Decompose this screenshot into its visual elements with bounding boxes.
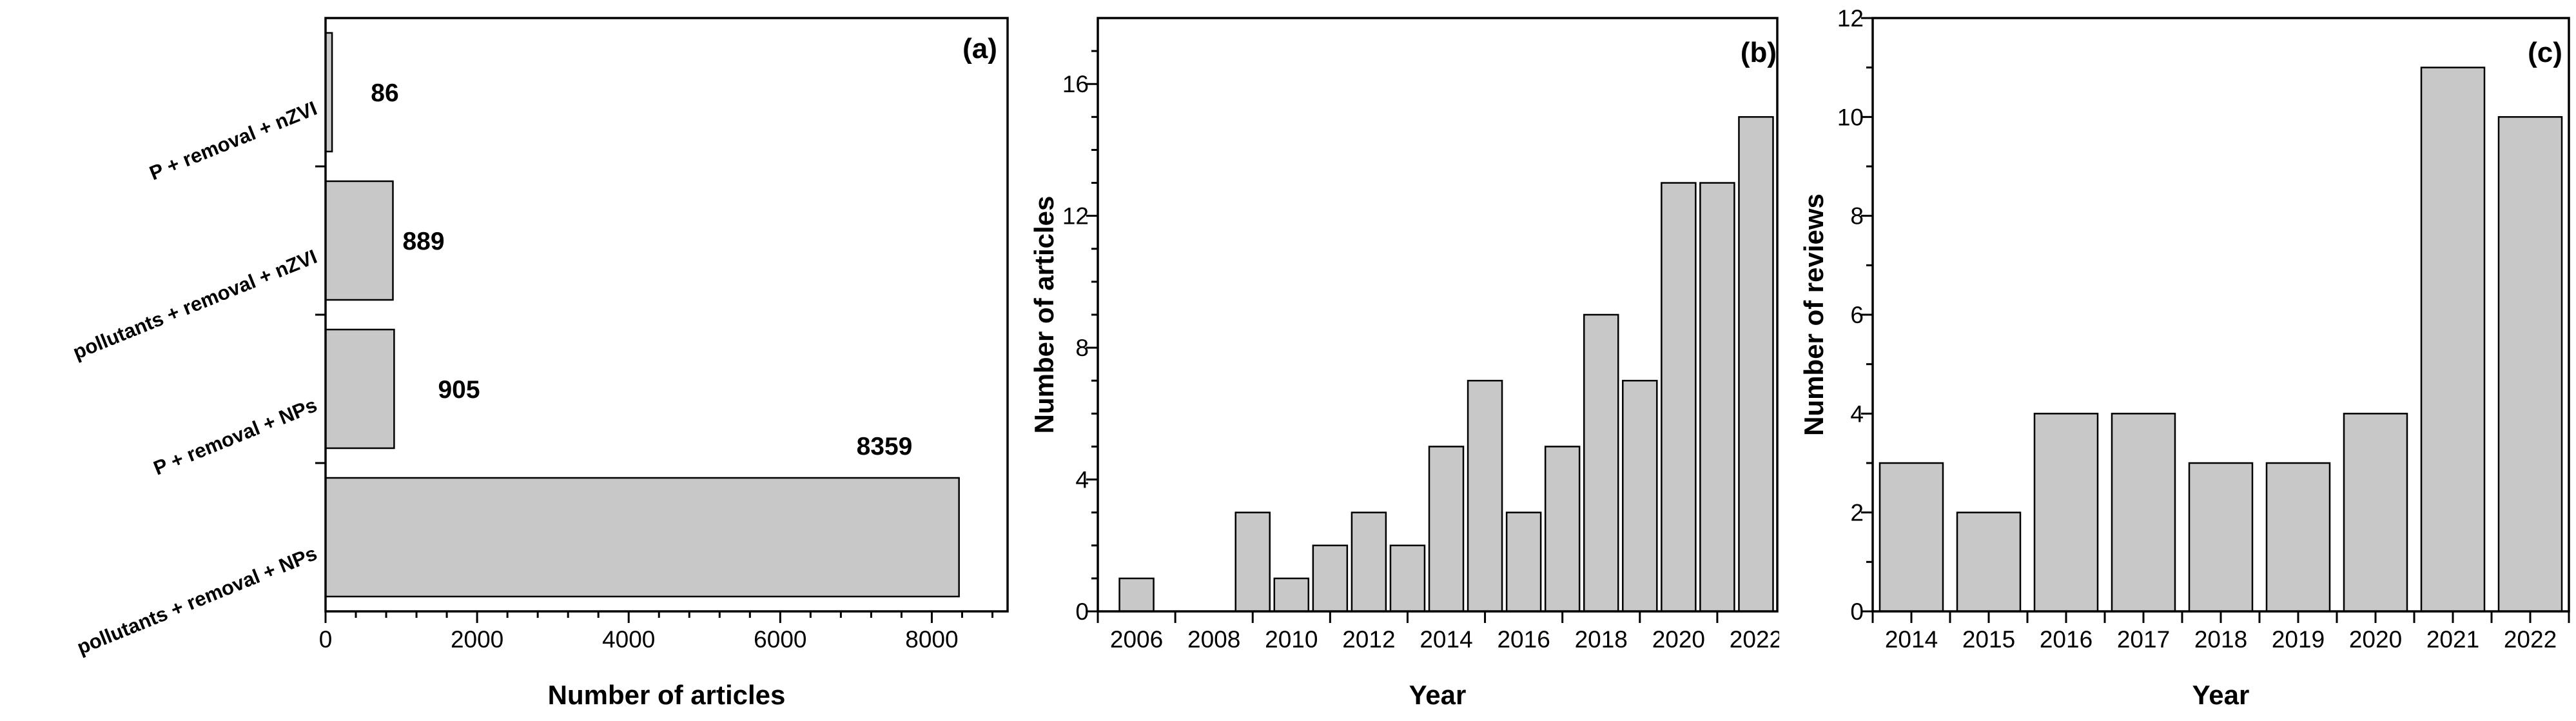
bar-8359: [324, 477, 960, 598]
x-tick-label: 2022: [1730, 626, 1779, 653]
bar-2022: [1738, 116, 1774, 613]
bar-2021: [2420, 66, 2486, 613]
panel-label-b: (b): [1741, 37, 1777, 68]
y-tick-label: 4: [1075, 467, 1089, 493]
chart-a-articles-by-query: 0 2000 4000 6000 8000 86 889 905 8359 P + removal…: [70, 17, 1009, 710]
category-label: P + removal + nZVI: [146, 97, 320, 184]
x-tick-label: 2018: [2194, 626, 2247, 653]
bar-value-label: 86: [371, 79, 398, 107]
panel-label-a: (a): [962, 33, 997, 64]
bar-2015: [1956, 511, 2022, 613]
bar-905: [324, 328, 395, 449]
bar-2021: [1699, 182, 1735, 613]
y-axis-title: Number of reviews: [1799, 193, 1829, 436]
chart-b-articles-by-year: 0 4 8 12 16 2006 2008 2010 2012 2014 2016 2018 2020 2…: [1031, 17, 1779, 710]
bar-2016: [1505, 511, 1542, 613]
x-tick-label: 6000: [754, 626, 806, 653]
bar-2022: [2497, 116, 2563, 613]
y-tick-label: 2: [1850, 500, 1864, 526]
x-tick-label: 2021: [2426, 626, 2479, 653]
bar-2011: [1312, 544, 1349, 613]
x-axis-title: Year: [2192, 680, 2250, 710]
bar-2012: [1351, 511, 1387, 613]
bar-value-label: 905: [438, 376, 480, 404]
x-tick-label: 2020: [1652, 626, 1705, 653]
x-tick-label: 2000: [451, 626, 503, 653]
x-axis-title: Year: [1409, 680, 1467, 710]
y-tick-label: 10: [1837, 104, 1864, 130]
y-tick-label: 6: [1850, 302, 1864, 328]
y-tick-label: 0: [1075, 598, 1089, 625]
bar-value-label: 8359: [857, 433, 913, 460]
x-tick-label: 2020: [2349, 626, 2402, 653]
chart-c-reviews-by-year: 0 2 4 6 8 10 12 2014 2015 2016 2017 2018 2019 2020 202…: [1799, 5, 2570, 710]
bar-2013: [1389, 544, 1426, 613]
bar-2018: [1583, 313, 1619, 613]
bar-2019: [2265, 462, 2331, 613]
bar-2015: [1467, 379, 1503, 613]
bar-2006: [1118, 577, 1155, 613]
y-tick-label: 16: [1062, 71, 1089, 97]
x-tick-label: 2015: [1962, 626, 2015, 653]
bar-value-label: 889: [402, 228, 444, 255]
x-tick-label: 2022: [2504, 626, 2557, 653]
bar-889: [324, 180, 394, 301]
x-tick-label: 2019: [2272, 626, 2325, 653]
x-tick-label: 2018: [1575, 626, 1628, 653]
bar-2016: [2033, 413, 2099, 613]
y-tick-label: 12: [1062, 203, 1089, 230]
x-tick-label: 2008: [1187, 626, 1240, 653]
x-tick-label: 2014: [1885, 626, 1938, 653]
bar-2017: [1544, 446, 1581, 613]
y-tick-label: 8: [1850, 203, 1864, 230]
x-tick-label: 2014: [1420, 626, 1472, 653]
category-label: pollutants + removal + nZVI: [70, 245, 320, 364]
bar-2020: [1661, 182, 1697, 613]
bar-2019: [1622, 379, 1658, 613]
x-tick-label: 2010: [1265, 626, 1318, 653]
x-tick-label: 8000: [905, 626, 958, 653]
x-tick-label: 2006: [1110, 626, 1163, 653]
y-tick-label: 4: [1850, 400, 1864, 427]
x-axis-title: Number of articles: [548, 680, 786, 710]
bar-2014: [1878, 462, 1944, 613]
panel-label-c: (c): [2528, 37, 2562, 68]
y-tick-label: 0: [1850, 598, 1864, 625]
y-axis-title: Number of articles: [1031, 196, 1059, 434]
x-tick-label: 2012: [1342, 626, 1395, 653]
x-tick-label: 2016: [2040, 626, 2093, 653]
x-tick-label: 0: [319, 626, 333, 653]
category-label: P + removal + NPs: [150, 393, 320, 480]
bar-2020: [2343, 413, 2408, 613]
category-label: pollutants + removal + NPs: [74, 542, 320, 659]
x-tick-label: 4000: [602, 626, 655, 653]
x-tick-label: 2017: [2117, 626, 2170, 653]
bar-2017: [2111, 413, 2176, 613]
x-tick-label: 2016: [1497, 626, 1550, 653]
y-tick-label: 8: [1075, 335, 1089, 361]
y-tick-label: 12: [1837, 5, 1864, 32]
bar-2009: [1234, 511, 1271, 613]
bar-2010: [1273, 577, 1310, 613]
bar-2014: [1428, 446, 1465, 613]
bar-2018: [2188, 462, 2254, 613]
